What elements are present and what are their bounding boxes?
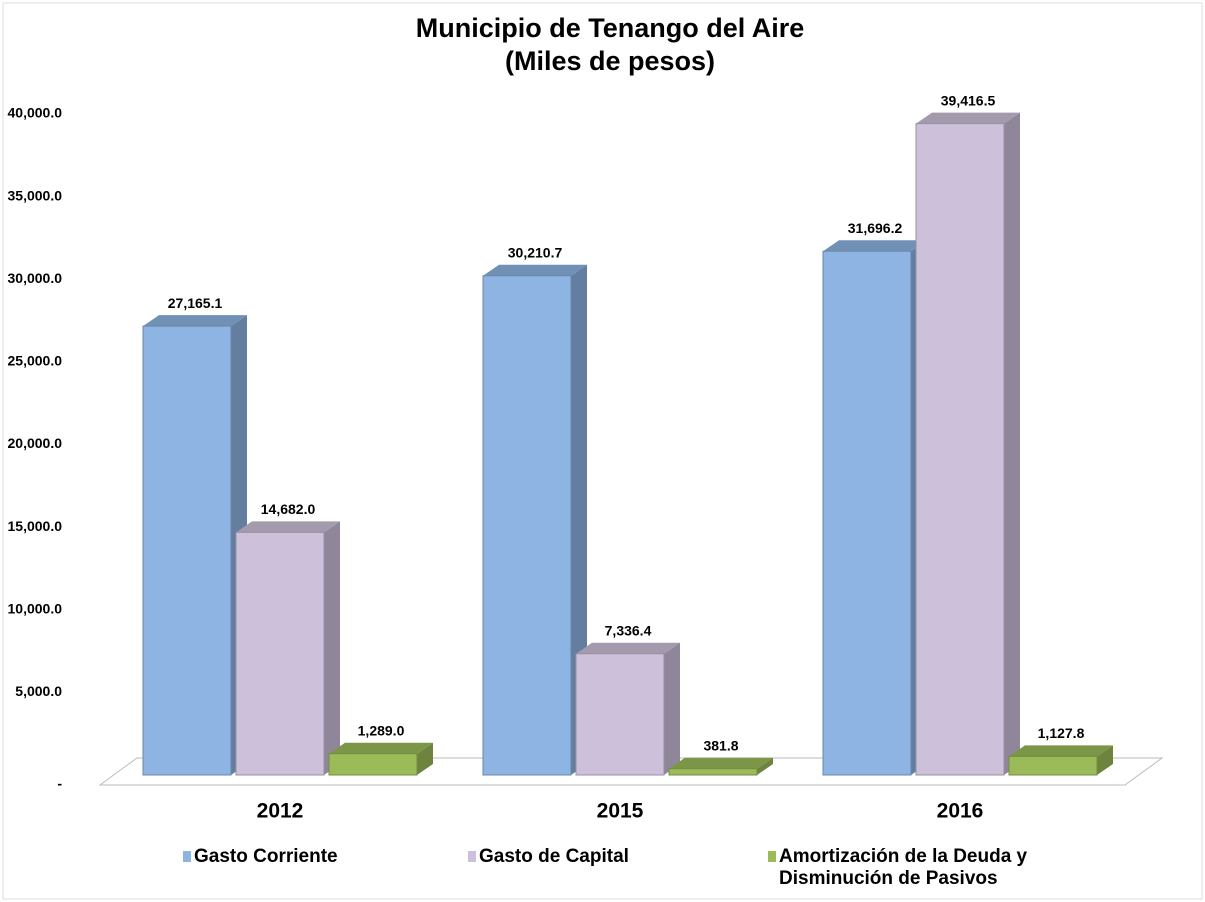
- bar-front: [1008, 755, 1098, 776]
- value-label: 7,336.4: [605, 622, 652, 638]
- y-tick-label: 35,000.0: [8, 187, 63, 203]
- bar-front: [822, 250, 912, 776]
- y-tick-label: 30,000.0: [8, 270, 63, 286]
- y-tick-label: 40,000.0: [8, 105, 63, 121]
- bar-front: [142, 325, 232, 776]
- y-tick-label: 15,000.0: [8, 518, 63, 534]
- x-tick-label: 2012: [257, 800, 304, 823]
- x-tick-label: 2015: [597, 800, 644, 823]
- y-tick-label: -: [57, 776, 62, 792]
- value-label: 30,210.7: [508, 244, 563, 260]
- y-tick-label: 25,000.0: [8, 353, 63, 369]
- legend-label: Gasto Corriente: [194, 846, 338, 867]
- legend-swatch: [183, 851, 191, 862]
- bar: [915, 112, 1020, 776]
- bar-top: [143, 315, 247, 327]
- bar: [142, 315, 247, 776]
- y-tick-label: 20,000.0: [8, 435, 63, 451]
- bar-top: [236, 521, 340, 533]
- bar: [822, 240, 927, 776]
- value-label: 31,696.2: [848, 220, 903, 236]
- value-label: 27,165.1: [168, 295, 223, 311]
- bar-front: [235, 531, 325, 776]
- legend-item: Gasto de Capital: [468, 846, 748, 868]
- bar-side: [1004, 112, 1020, 775]
- x-tick-label: 2016: [937, 800, 984, 823]
- bar: [328, 742, 433, 776]
- value-label: 1,289.0: [358, 722, 405, 738]
- bar-top: [916, 112, 1020, 124]
- bar-top: [483, 264, 587, 276]
- bar-front: [482, 275, 572, 776]
- bar-side: [417, 742, 433, 775]
- bar-side: [664, 642, 680, 775]
- legend-label: Gasto de Capital: [479, 846, 629, 867]
- bar-front: [575, 653, 665, 776]
- bar-top: [329, 742, 433, 754]
- bar-front: [915, 123, 1005, 776]
- bar-top: [669, 757, 773, 769]
- bar-top: [1009, 745, 1113, 757]
- bar: [575, 642, 680, 776]
- bar-side: [1097, 745, 1113, 775]
- bar: [235, 521, 340, 776]
- bar: [482, 264, 587, 776]
- bar: [668, 757, 773, 776]
- y-tick-label: 10,000.0: [8, 600, 63, 616]
- chart-title: Municipio de Tenango del Aire: [416, 13, 805, 43]
- bar: [1008, 745, 1113, 776]
- bar-front: [668, 768, 758, 776]
- bar-top: [576, 642, 680, 654]
- value-label: 14,682.0: [261, 501, 316, 517]
- legend-item: Amortización de la Deuda y Disminución d…: [768, 846, 1088, 890]
- bar-side: [757, 757, 773, 775]
- value-label: 39,416.5: [941, 92, 996, 108]
- chart-subtitle: (Miles de pesos): [505, 46, 715, 76]
- legend-item: Gasto Corriente: [183, 846, 463, 868]
- value-label: 1,127.8: [1038, 725, 1085, 741]
- legend-label: Amortización de la Deuda y Disminución d…: [779, 846, 1028, 889]
- bar-side: [571, 264, 587, 775]
- bar-front: [328, 753, 418, 776]
- bar-side: [324, 521, 340, 775]
- bar-top: [823, 240, 927, 252]
- value-label: 381.8: [703, 737, 738, 753]
- y-tick-label: 5,000.0: [15, 683, 62, 699]
- legend-swatch: [468, 851, 476, 862]
- legend-swatch: [768, 851, 776, 862]
